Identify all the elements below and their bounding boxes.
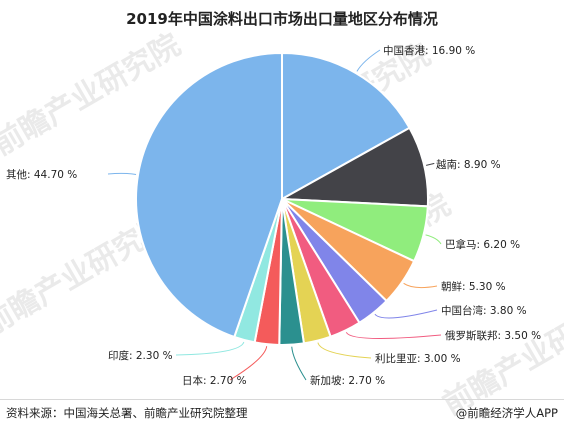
leader-line-1	[356, 49, 381, 72]
leader-line-7	[317, 342, 372, 359]
slice-label-3: 巴拿马: 6.20 %	[445, 238, 520, 251]
slice-label-6: 俄罗斯联邦: 3.50 %	[445, 329, 541, 342]
footer-brand: @前瞻经济学人APP	[455, 406, 558, 420]
leader-line-3	[425, 234, 442, 245]
leader-line-6	[345, 331, 442, 339]
slice-label-4: 朝鲜: 5.30 %	[441, 280, 506, 293]
chart-title: 2019年中国涂料出口市场出口量地区分布情况	[126, 10, 438, 28]
leader-line-4	[403, 282, 438, 289]
slice-label-10: 印度: 2.30 %	[108, 349, 173, 362]
leader-line-8	[291, 346, 307, 381]
footer-divider	[0, 399, 564, 400]
leader-line-9	[229, 346, 268, 381]
footer-source: 资料来源：中国海关总署、前瞻产业研究院整理	[6, 406, 248, 420]
leader-line-11	[107, 172, 137, 175]
slice-label-5: 中国台湾: 3.80 %	[441, 304, 527, 317]
leader-line-10	[175, 341, 245, 356]
leader-line-2	[426, 163, 435, 166]
pie-chart: 中国香港: 16.90 % 越南: 8.90 % 巴拿马: 6.20 % 朝鲜: 5.…	[6, 44, 541, 387]
slice-label-7: 利比里亚: 3.00 %	[375, 352, 461, 365]
slice-label-11: 其他: 44.70 %	[6, 168, 77, 181]
pie-slice-1	[281, 51, 411, 201]
pie-slice-11	[135, 51, 283, 339]
leader-line-5	[374, 309, 438, 319]
slice-label-9: 日本: 2.70 %	[182, 374, 247, 387]
slice-label-1: 中国香港: 16.90 %	[383, 44, 475, 57]
slice-label-8: 新加坡: 2.70 %	[310, 374, 385, 387]
pie-slice-2	[278, 126, 429, 208]
slice-label-2: 越南: 8.90 %	[436, 158, 501, 171]
